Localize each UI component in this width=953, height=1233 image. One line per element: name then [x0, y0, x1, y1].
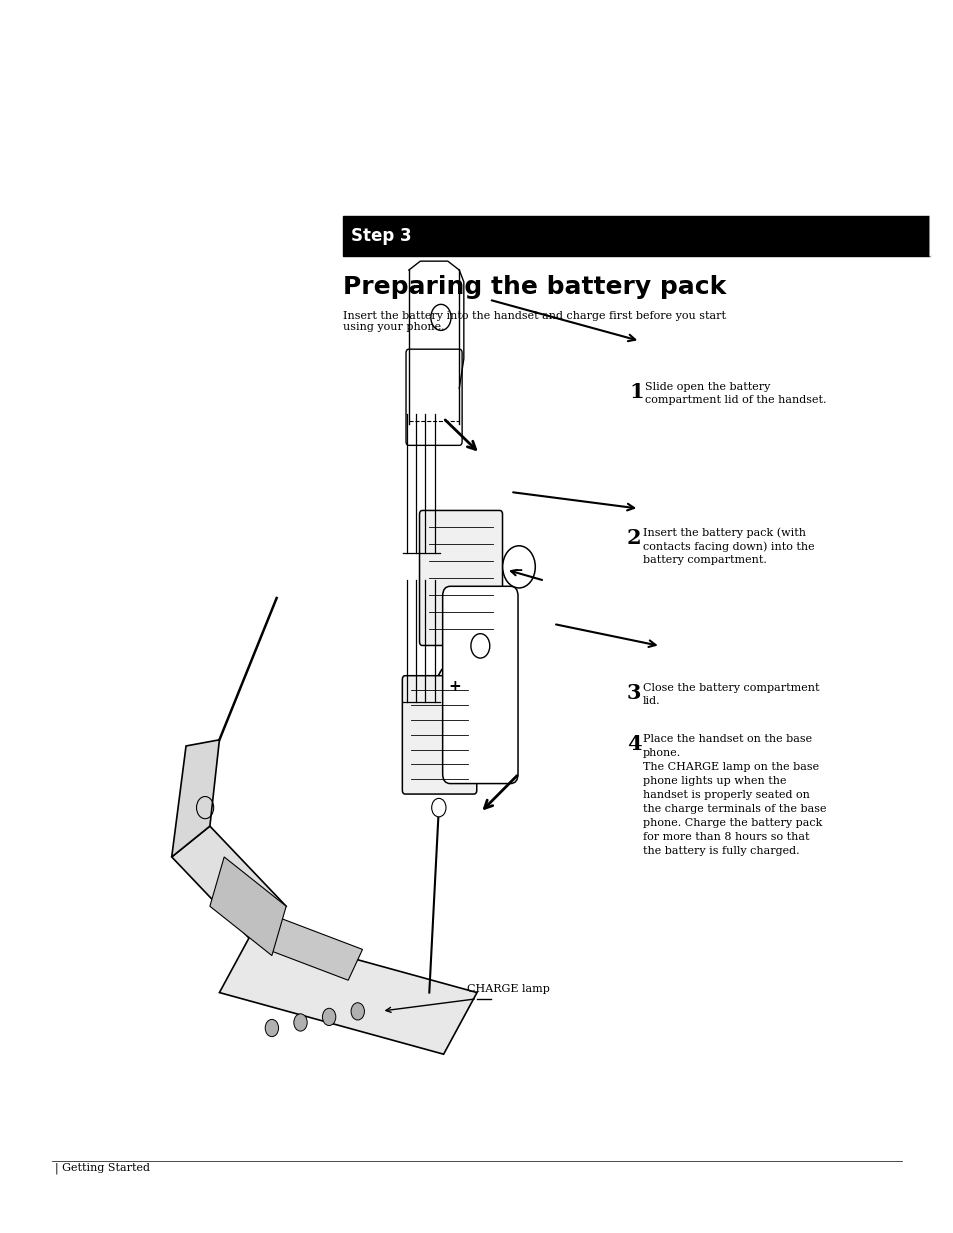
Circle shape [502, 546, 535, 588]
Text: Slide open the battery
compartment lid of the handset.: Slide open the battery compartment lid o… [644, 382, 825, 406]
Text: Preparing the battery pack: Preparing the battery pack [343, 275, 726, 298]
FancyBboxPatch shape [402, 676, 476, 794]
Polygon shape [172, 826, 286, 937]
FancyBboxPatch shape [442, 587, 517, 784]
Text: Place the handset on the base
phone.
The CHARGE lamp on the base
phone lights up: Place the handset on the base phone. The… [642, 734, 825, 856]
Circle shape [294, 1014, 307, 1031]
Text: Insert the battery pack (with
contacts facing down) into the
battery compartment: Insert the battery pack (with contacts f… [642, 528, 814, 566]
Circle shape [265, 1020, 278, 1037]
Text: | Getting Started: | Getting Started [55, 1163, 151, 1174]
Text: 4: 4 [626, 734, 640, 753]
Text: CHARGE lamp: CHARGE lamp [467, 984, 550, 994]
Polygon shape [267, 919, 362, 980]
Text: Step 3: Step 3 [351, 227, 412, 245]
Text: –: – [515, 562, 522, 577]
Polygon shape [929, 216, 951, 256]
Polygon shape [210, 857, 286, 956]
FancyBboxPatch shape [406, 349, 461, 445]
Circle shape [322, 1009, 335, 1026]
Text: Close the battery compartment
lid.: Close the battery compartment lid. [642, 683, 819, 707]
Text: +: + [448, 678, 460, 694]
Text: Insert the battery into the handset and charge first before you start
using your: Insert the battery into the handset and … [343, 311, 725, 333]
Circle shape [431, 799, 445, 816]
FancyBboxPatch shape [419, 510, 502, 646]
Circle shape [351, 1002, 364, 1020]
Text: 3: 3 [626, 683, 640, 703]
Polygon shape [219, 931, 476, 1054]
Text: 2: 2 [626, 528, 640, 547]
Bar [343, 216, 929, 256]
Polygon shape [172, 740, 219, 857]
Text: 1: 1 [629, 382, 643, 402]
Circle shape [436, 663, 472, 709]
